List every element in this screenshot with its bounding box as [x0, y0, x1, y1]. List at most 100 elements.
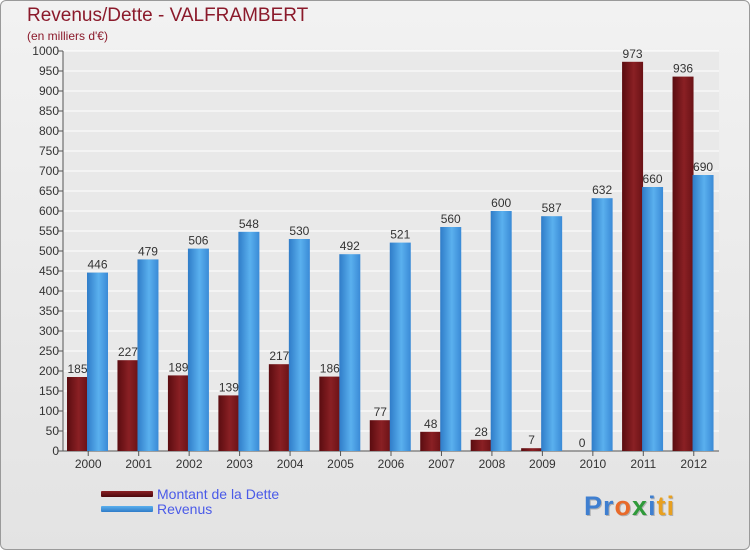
y-tick-label: 50 [46, 424, 60, 438]
bar-dette [67, 377, 88, 451]
chart-title: Revenus/Dette - VALFRAMBERT [27, 5, 309, 26]
y-tick-label: 650 [39, 184, 59, 198]
logo-part: i [648, 491, 657, 521]
data-label-revenus: 548 [239, 217, 259, 231]
logo-part: o [614, 491, 633, 521]
data-label-revenus: 521 [390, 228, 410, 242]
y-tick-label: 300 [39, 324, 59, 338]
data-label-revenus: 492 [340, 239, 360, 253]
data-label-revenus: 560 [441, 212, 461, 226]
data-label-dette: 217 [269, 349, 289, 363]
proxiti-logo: Proxiti [584, 491, 675, 522]
y-tick-label: 500 [39, 244, 59, 258]
logo-part: ti [656, 491, 676, 521]
y-tick-label: 700 [39, 164, 59, 178]
y-tick-label: 900 [39, 84, 59, 98]
x-axis: 2000 2001 2002 2003 2004 2005 2006 2007 2008 2009… [75, 451, 707, 471]
bar-dette [268, 364, 290, 451]
bar-revenus [238, 231, 260, 451]
x-tick-label: 2006 [378, 457, 405, 471]
data-label-dette: 973 [623, 47, 643, 61]
data-label-revenus: 632 [592, 183, 612, 197]
y-tick-label: 600 [39, 204, 59, 218]
bar-dette [622, 61, 644, 452]
legend-label-revenus: Revenus [157, 500, 213, 517]
data-label-revenus: 530 [289, 224, 309, 238]
y-tick-label: 150 [39, 384, 59, 398]
y-tick-label: 400 [39, 284, 59, 298]
data-label-dette: 7 [528, 433, 535, 447]
logo-part: x [632, 491, 649, 521]
y-tick-label: 550 [39, 224, 59, 238]
x-tick-label: 2003 [226, 457, 253, 471]
x-tick-label: 2010 [579, 457, 606, 471]
bar-revenus [642, 187, 664, 451]
legend-item-dette: Montant de la Dette [101, 485, 280, 502]
logo-part: Pr [584, 491, 615, 521]
data-label-revenus: 660 [643, 172, 663, 186]
x-tick-label: 2002 [176, 457, 203, 471]
legend-item-revenus: Revenus [101, 500, 279, 517]
legend: Montant de la Dette Revenus [101, 485, 280, 517]
data-label-dette: 0 [579, 436, 586, 450]
bar-dette [117, 360, 139, 451]
bar-revenus [87, 272, 108, 451]
y-tick-label: 200 [39, 364, 59, 378]
legend-swatch-dette [101, 490, 153, 497]
y-tick-label: 450 [39, 264, 59, 278]
bar-revenus [137, 259, 159, 451]
bar-revenus [288, 239, 310, 451]
bar-dette [319, 376, 341, 451]
x-tick-label: 2011 [630, 457, 656, 471]
bar-dette [369, 420, 391, 451]
data-label-revenus: 600 [491, 196, 511, 210]
x-tick-label: 2009 [529, 457, 556, 471]
bar-revenus [692, 175, 714, 451]
y-tick-label: 250 [39, 344, 59, 358]
bar-revenus [591, 198, 613, 451]
data-label-revenus: 690 [693, 160, 713, 174]
y-tick-label: 800 [39, 124, 59, 138]
x-tick-label: 2001 [125, 457, 152, 471]
bar-dette [521, 448, 543, 451]
data-label-dette: 48 [424, 417, 438, 431]
data-label-dette: 139 [219, 380, 239, 394]
data-label-dette: 227 [118, 345, 138, 359]
x-tick-label: 2012 [680, 457, 707, 471]
y-tick-label: 350 [39, 304, 59, 318]
data-label-dette: 936 [673, 62, 693, 76]
bar-revenus [440, 227, 462, 451]
x-tick-label: 2008 [479, 457, 506, 471]
y-tick-label: 0 [52, 444, 59, 458]
bar-dette [420, 431, 442, 451]
data-label-dette: 185 [67, 362, 87, 376]
bar-revenus [187, 248, 209, 451]
data-label-revenus: 587 [542, 201, 562, 215]
data-labels: 185 446 227 479 189 506 139 548 217 530 186 492 77 52… [67, 47, 713, 450]
y-tick-label: 1000 [32, 44, 59, 58]
data-label-dette: 189 [168, 360, 188, 374]
legend-swatch-revenus [101, 505, 153, 512]
data-label-dette: 28 [475, 425, 489, 439]
y-tick-label: 850 [39, 104, 59, 118]
x-tick-label: 2007 [428, 457, 455, 471]
bars [67, 61, 714, 452]
y-tick-label: 100 [39, 404, 59, 418]
bar-revenus [541, 216, 563, 451]
data-label-revenus: 479 [138, 244, 158, 258]
bar-dette [218, 395, 240, 451]
x-tick-label: 2004 [277, 457, 304, 471]
bar-revenus [490, 211, 512, 451]
y-tick-label: 750 [39, 144, 59, 158]
x-tick-label: 2000 [75, 457, 102, 471]
bar-dette [470, 439, 492, 451]
bar-revenus [389, 242, 411, 451]
y-tick-label: 950 [39, 64, 59, 78]
bar-dette [672, 76, 694, 451]
chart-subtitle: (en milliers d'€) [27, 29, 108, 43]
bar-revenus [339, 254, 361, 451]
data-label-dette: 186 [320, 362, 340, 376]
legend-label-dette: Montant de la Dette [157, 485, 280, 502]
